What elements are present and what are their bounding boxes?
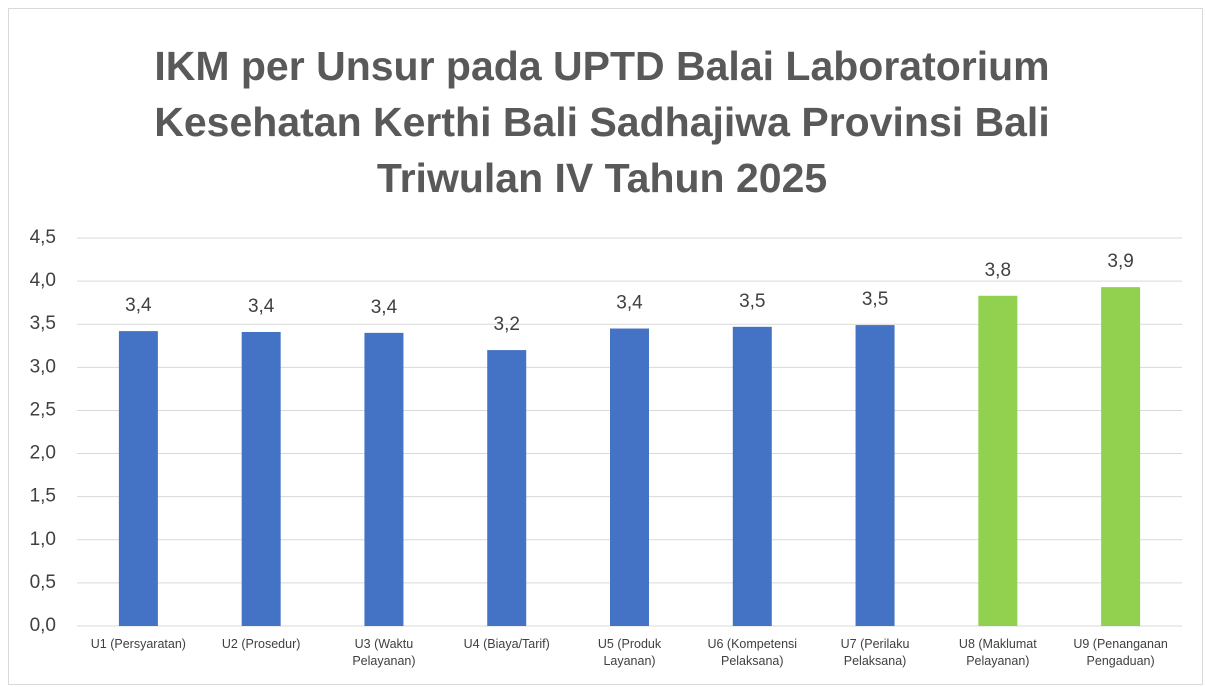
- chart-frame: [8, 8, 1203, 685]
- x-tick-label: U9 (Penanganan Pengaduan): [1073, 637, 1168, 668]
- y-tick-label: 0,5: [30, 572, 56, 593]
- bar: [978, 295, 1018, 626]
- x-tick-label: U3 (Waktu Pelayanan): [352, 637, 416, 668]
- data-label: 3,8: [985, 260, 1011, 281]
- y-tick-label: 0,0: [30, 615, 56, 636]
- data-label: 3,5: [739, 291, 765, 312]
- data-label: 3,4: [125, 295, 152, 316]
- bar: [732, 326, 772, 626]
- bar: [487, 350, 527, 626]
- bar: [855, 325, 895, 626]
- data-label: 3,4: [248, 296, 275, 317]
- y-tick-label: 1,5: [30, 486, 56, 507]
- data-label: 3,9: [1107, 251, 1133, 272]
- y-tick-label: 4,0: [30, 270, 56, 291]
- x-tick-label: U8 (Maklumat Pelayanan): [958, 637, 1037, 668]
- bar: [118, 331, 158, 626]
- bar: [364, 332, 404, 626]
- y-tick-label: 2,5: [30, 399, 56, 420]
- data-label: 3,2: [494, 314, 520, 335]
- x-tick-label: U1 (Persyaratan): [90, 637, 186, 651]
- x-tick-label: U6 (Kompetensi Pelaksana): [707, 637, 798, 668]
- x-tick-label: U4 (Biaya/Tarif): [463, 637, 550, 651]
- x-tick-label: U7 (Perilaku Pelaksana): [840, 637, 910, 668]
- data-label: 3,4: [616, 293, 643, 314]
- y-tick-label: 3,5: [30, 313, 56, 334]
- y-tick-label: 3,0: [30, 356, 56, 377]
- chart-title: IKM per Unsur pada UPTD Balai Laboratori…: [154, 43, 1050, 201]
- y-tick-label: 2,0: [30, 443, 56, 464]
- data-label: 3,4: [371, 297, 398, 318]
- y-tick-label: 1,0: [30, 529, 56, 550]
- x-tick-label: U5 (Produk Layanan): [597, 637, 662, 668]
- bar: [1101, 287, 1141, 626]
- x-tick-label: U2 (Prosedur): [221, 637, 301, 651]
- data-label: 3,5: [862, 289, 888, 310]
- bar: [241, 331, 281, 626]
- y-tick-label: 4,5: [30, 227, 56, 248]
- bar: [610, 328, 649, 626]
